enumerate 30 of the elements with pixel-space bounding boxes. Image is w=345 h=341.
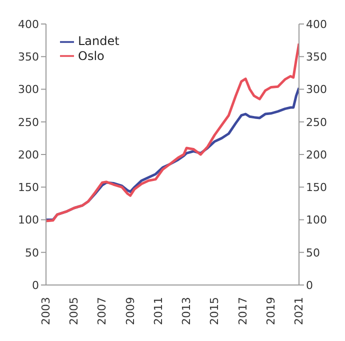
y2-tick-label: 300 [306, 83, 327, 96]
y2-tick-label: 50 [306, 246, 320, 260]
y2-tick-label: 150 [306, 181, 327, 194]
y2-tick-label: 0 [306, 278, 313, 292]
y-tick-label: 250 [18, 116, 39, 129]
x-tick-label: 2003 [40, 297, 52, 325]
y-tick-label: 100 [18, 214, 39, 227]
legend-label: Oslo [78, 48, 104, 63]
y-tick-label: 200 [18, 148, 39, 162]
y-tick-label: 0 [32, 278, 39, 292]
y-tick-label: 300 [18, 83, 39, 96]
y2-tick-label: 100 [306, 214, 327, 227]
y-tick-label: 400 [18, 18, 39, 31]
y2-tick-label: 350 [306, 50, 327, 64]
y-tick-label: 150 [18, 181, 39, 194]
legend-label: Landet [78, 34, 120, 48]
x-tick-label: 2019 [264, 297, 278, 325]
y2-tick-label: 200 [306, 148, 327, 162]
x-tick-label: 2011 [152, 297, 165, 325]
x-tick-label: 2007 [96, 297, 109, 325]
y-tick-label: 350 [18, 50, 39, 64]
y-tick-label: 50 [25, 246, 39, 260]
x-tick-label: 2015 [208, 297, 222, 325]
x-tick-label: 2005 [68, 297, 81, 325]
y2-tick-label: 400 [306, 18, 327, 31]
x-tick-label: 2013 [180, 297, 194, 325]
x-tick-label: 2021 [292, 297, 306, 325]
x-tick-label: 2017 [236, 297, 250, 325]
x-tick-label: 2009 [124, 297, 137, 325]
y2-tick-label: 250 [306, 116, 327, 129]
